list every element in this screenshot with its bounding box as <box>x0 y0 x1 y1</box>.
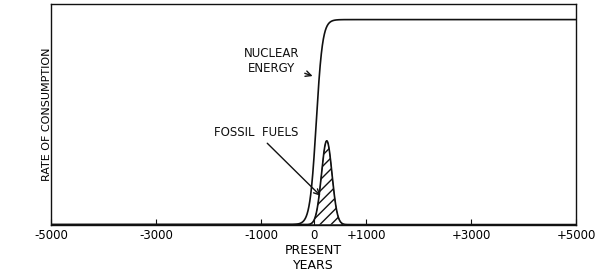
Text: FOSSIL  FUELS: FOSSIL FUELS <box>214 126 319 195</box>
Y-axis label: RATE OF CONSUMPTION: RATE OF CONSUMPTION <box>42 48 52 181</box>
X-axis label: PRESENT
YEARS: PRESENT YEARS <box>285 244 342 272</box>
Text: NUCLEAR
ENERGY: NUCLEAR ENERGY <box>244 47 311 76</box>
